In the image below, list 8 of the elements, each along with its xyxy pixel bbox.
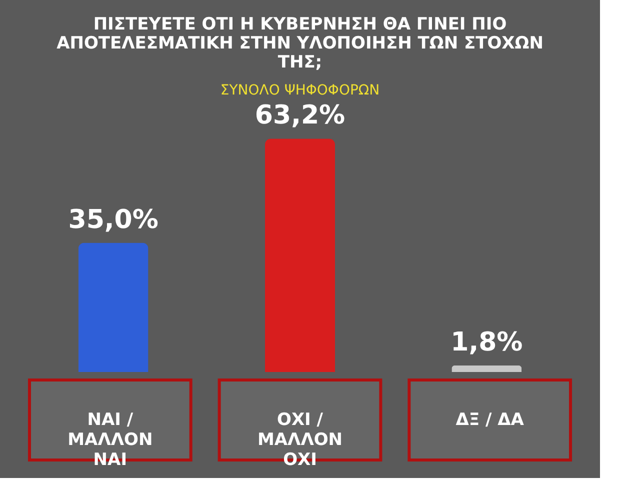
chart-title: ΠΙΣΤΕΥΕΤΕ ΟΤΙ Η ΚΥΒΕΡΝΗΣΗ ΘΑ ΓΙΝΕΙ ΠΙΟ ΑΠΟΤΕΛΕΣΜΑΤΙΚΗ ΣΤΗΝ ΥΛΟΠΟΙΗΣΗ ΤΩΝ ΣΤΟΧΩΝ ΤΗΣ; [56, 14, 544, 73]
chart-subtitle: ΣΥΝΟΛΟ ΨΗΦΟΦΟΡΩΝ [220, 82, 380, 99]
x-tick-label: ΝΑΙ / ΜΑΛΛΟΝ ΝΑΙ [68, 410, 153, 470]
x-tick-label: ΟΧΙ / ΜΑΛΛΟΝ ΟΧΙ [257, 410, 343, 470]
x-tick-label: ΔΞ / ΔΑ [456, 410, 525, 430]
data-label: 35,0% [68, 204, 158, 235]
data-label: 63,2% [254, 100, 346, 131]
data-label: 1,8% [450, 327, 523, 358]
